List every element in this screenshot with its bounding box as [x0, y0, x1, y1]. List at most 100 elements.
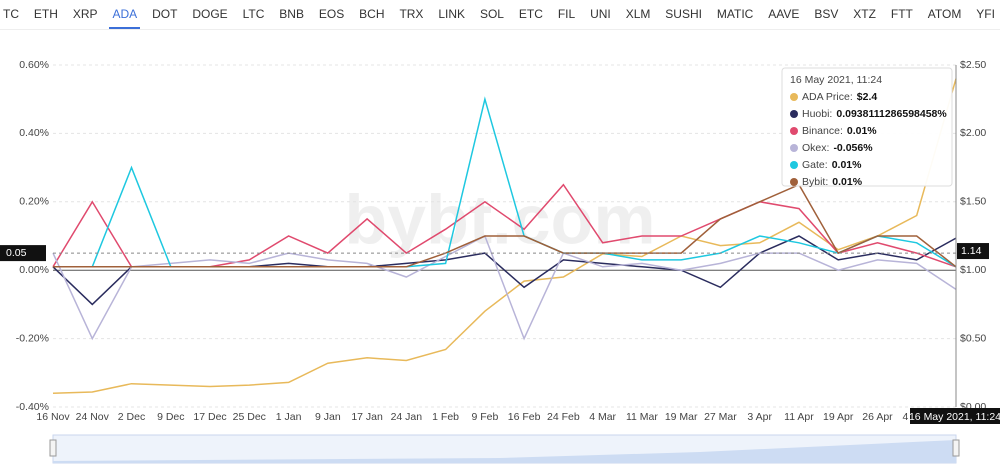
tooltip-item: ADA Price: $2.4: [802, 91, 877, 103]
x-tick-label: 1 Feb: [432, 411, 459, 423]
tooltip-item-value: 0.01%: [832, 176, 862, 188]
x-tick-label: 16 Nov: [36, 411, 70, 423]
tooltip-item-label: Binance:: [802, 125, 843, 137]
navigator-handle[interactable]: [952, 439, 960, 457]
x-tick-label: 3 Apr: [747, 411, 772, 423]
x-tick-label: 2 Dec: [118, 411, 145, 423]
coin-tab[interactable]: YFI: [976, 7, 995, 21]
coin-tab[interactable]: EOS: [318, 7, 345, 21]
coin-tab[interactable]: XTZ: [853, 7, 876, 21]
crosshair-y-box: [0, 245, 46, 262]
coin-tab[interactable]: FTT: [890, 7, 913, 21]
coin-tab[interactable]: DOT: [152, 7, 178, 21]
x-tick-label: 16 Feb: [508, 411, 541, 423]
coin-tabs: TC ETH XRP ADA DOT DOGE LTC BNB EOS BCH TRX LINK SOL…: [0, 0, 1000, 30]
coin-tab[interactable]: SUSHI: [665, 7, 702, 21]
x-tick-label: 19 Mar: [665, 411, 698, 423]
coin-tab[interactable]: ETH: [33, 7, 58, 21]
navigator-area: [53, 440, 956, 463]
tooltip-item-label: Huobi:: [802, 108, 832, 120]
coin-tab[interactable]: DOGE: [192, 7, 228, 21]
crosshair-y-label: 0.05: [6, 247, 27, 259]
crosshair-x-label: 16 May 2021, 11:24: [909, 411, 1000, 423]
y-tick-label: 0.60%: [19, 59, 49, 71]
tooltip-item: Binance: 0.01%: [802, 125, 877, 137]
x-tick-label: 9 Feb: [471, 411, 498, 423]
coin-tab[interactable]: BSV: [814, 7, 839, 21]
tooltip-item-value: $2.4: [857, 91, 878, 103]
coin-tab[interactable]: BCH: [359, 7, 385, 21]
tooltip-item-label: Bybit:: [802, 176, 828, 188]
tooltip-dot: [790, 161, 798, 169]
tooltip-item: Huobi: 0.0938111286598458%: [802, 108, 947, 120]
navigator-handle[interactable]: [49, 439, 57, 457]
crosshair-x-box: [910, 408, 1000, 424]
y-tick-label: 0.00%: [19, 264, 49, 276]
tooltip-dot: [790, 178, 798, 186]
y-tick-label: -0.40%: [16, 401, 49, 413]
y2-tick-label: $2.50: [960, 59, 986, 71]
series-line: [52, 234, 957, 341]
chart: bybt.com -0.40% -0.20% 0.00% 0.20% 0.40% 0.60%…: [0, 59, 1000, 464]
tooltip-item: Bybit: 0.01%: [802, 176, 863, 188]
coin-tab[interactable]: TC: [3, 7, 19, 21]
coin-tab[interactable]: AAVE: [768, 7, 800, 21]
x-tick-label: 24 Feb: [547, 411, 580, 423]
coin-tab[interactable]: ETC: [518, 7, 543, 21]
coin-tab[interactable]: MATIC: [716, 7, 754, 21]
tooltip-title: 16 May 2021, 11:24: [790, 74, 882, 86]
x-tick-label: 26 Apr: [862, 411, 893, 423]
tooltip-item: Okex: -0.056%: [802, 142, 873, 154]
coin-tab[interactable]: ATOM: [927, 7, 962, 21]
x-tick-label: 17 Dec: [193, 411, 226, 423]
watermark: bybt.com: [344, 180, 655, 258]
x-tick-label: 27 Mar: [704, 411, 737, 423]
x-tick-label: 19 Apr: [823, 411, 854, 423]
x-tick-label: 11 Apr: [784, 411, 814, 423]
series-line: [53, 183, 957, 268]
coin-tab[interactable]: ADA: [109, 0, 141, 29]
crosshair-y2-box: [957, 243, 989, 260]
y2-tick-label: $1.50: [960, 196, 986, 208]
tooltip-box: [781, 67, 953, 187]
tooltip-dot: [790, 127, 798, 135]
coin-tab[interactable]: UNI: [590, 7, 611, 21]
x-tick-label: 17 Jan: [351, 411, 383, 423]
tooltip-item-value: 0.01%: [832, 159, 862, 171]
x-tick-label: 9 Dec: [157, 411, 184, 423]
x-tick-label: 25 Dec: [233, 411, 266, 423]
tooltip-item-value: 0.0938111286598458%: [836, 108, 947, 120]
tooltip: 16 May 2021, 11:24 ADA Price: $2.4 Huobi: 0.…: [781, 67, 953, 188]
x-tick-label: 24 Nov: [76, 411, 110, 423]
tooltip-item-label: Okex:: [802, 142, 829, 154]
x-tick-label: 1 Jan: [276, 411, 302, 423]
y-tick-label: 0.20%: [19, 196, 49, 208]
tooltip-item-label: ADA Price:: [802, 91, 853, 103]
coin-tab[interactable]: LTC: [242, 7, 265, 21]
coin-tab[interactable]: TRX: [399, 7, 424, 21]
x-tick-label: 24 Jan: [391, 411, 423, 423]
coin-tab[interactable]: XLM: [625, 7, 651, 21]
coin-tab[interactable]: XRP: [72, 7, 98, 21]
coin-tab[interactable]: LINK: [438, 7, 466, 21]
tooltip-item-label: Gate:: [802, 159, 828, 171]
series-line: [52, 78, 957, 395]
y-tick-label: -0.20%: [16, 332, 49, 344]
coin-tab[interactable]: BNB: [279, 7, 304, 21]
x-tick-label: 4 Mar: [589, 411, 616, 423]
crosshair-y2-label: 1.14: [961, 245, 982, 257]
x-tick-label: 9 Jan: [315, 411, 341, 423]
y2-tick-label: $1.00: [960, 264, 986, 276]
tooltip-item: Gate: 0.01%: [802, 159, 862, 171]
coin-tab[interactable]: SOL: [479, 7, 504, 21]
tooltip-item-value: 0.01%: [847, 125, 877, 137]
x-tick-label: 11 Mar: [626, 411, 658, 423]
y2-tick-label: $0.50: [960, 332, 986, 344]
tooltip-dot: [790, 93, 798, 101]
tooltip-dot: [790, 110, 798, 118]
coin-tab[interactable]: FIL: [557, 7, 576, 21]
y-tick-label: 0.40%: [19, 127, 49, 139]
y2-tick-label: $2.00: [960, 127, 986, 139]
tooltip-item-value: -0.056%: [833, 142, 873, 154]
